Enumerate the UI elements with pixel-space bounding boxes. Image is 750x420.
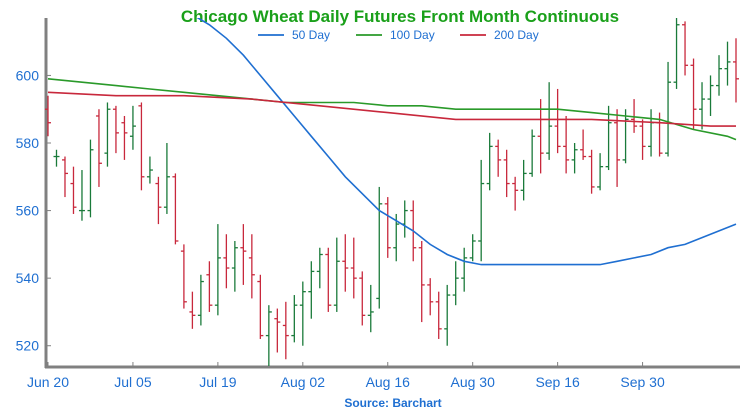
ma-50-day-line xyxy=(196,18,737,266)
x-tick-label: Jul 05 xyxy=(114,374,152,390)
x-tick-label: Sep 30 xyxy=(620,374,665,390)
x-tick-label: Jun 20 xyxy=(27,374,69,390)
x-tick-label: Jul 19 xyxy=(199,374,237,390)
chart-title: Chicago Wheat Daily Futures Front Month … xyxy=(180,7,620,26)
ma-200-day-line xyxy=(47,91,736,127)
legend-label: 100 Day xyxy=(390,28,435,42)
y-tick-label: 580 xyxy=(16,135,40,151)
source-label: Source: Barchart xyxy=(344,396,442,410)
legend-label: 200 Day xyxy=(494,28,539,42)
ma-100-day-line xyxy=(47,78,737,141)
x-tick-label: Sep 16 xyxy=(535,374,580,390)
y-tick-label: 520 xyxy=(16,338,40,354)
x-tick-label: Aug 16 xyxy=(366,374,411,390)
x-tick-label: Aug 30 xyxy=(451,374,496,390)
x-tick-label: Aug 02 xyxy=(281,374,326,390)
y-tick-label: 540 xyxy=(16,270,40,286)
legend-label: 50 Day xyxy=(292,28,330,42)
y-tick-label: 560 xyxy=(16,203,40,219)
y-tick-label: 600 xyxy=(16,67,40,83)
